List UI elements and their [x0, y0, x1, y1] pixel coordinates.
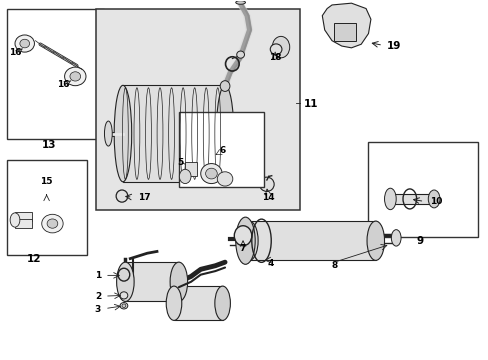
Ellipse shape [427, 190, 439, 208]
Text: 5: 5 [177, 158, 183, 167]
Text: 19: 19 [386, 41, 401, 51]
Bar [334, 23, 356, 41]
Bar [185, 162, 197, 176]
Text: 12: 12 [27, 254, 41, 264]
Bar [15, 219, 32, 228]
Text: 2: 2 [95, 292, 101, 301]
Ellipse shape [205, 168, 217, 179]
Ellipse shape [270, 44, 282, 55]
Ellipse shape [384, 188, 395, 210]
Ellipse shape [116, 190, 127, 202]
Bar [179, 112, 264, 187]
Text: 14: 14 [262, 193, 275, 202]
Bar [368, 143, 477, 237]
Ellipse shape [214, 286, 230, 320]
Text: 7: 7 [239, 244, 246, 253]
Ellipse shape [236, 51, 244, 58]
Text: 8: 8 [331, 261, 337, 270]
Ellipse shape [220, 81, 229, 91]
Ellipse shape [234, 226, 251, 246]
Ellipse shape [272, 36, 289, 58]
Ellipse shape [10, 213, 20, 227]
Ellipse shape [120, 302, 127, 309]
Ellipse shape [235, 217, 255, 264]
Polygon shape [322, 3, 370, 48]
Ellipse shape [390, 230, 400, 246]
Ellipse shape [216, 85, 233, 182]
Bar [15, 212, 32, 221]
Ellipse shape [116, 262, 134, 301]
Text: 6: 6 [219, 146, 225, 155]
Text: 1: 1 [95, 271, 101, 280]
Ellipse shape [170, 262, 187, 301]
Bar [125, 262, 179, 301]
Bar [122, 85, 224, 182]
Ellipse shape [20, 39, 30, 48]
Ellipse shape [104, 121, 112, 146]
Ellipse shape [41, 214, 63, 233]
Ellipse shape [217, 172, 232, 186]
Ellipse shape [47, 219, 58, 228]
Bar [7, 160, 87, 255]
Text: 17: 17 [138, 193, 151, 202]
Bar [389, 194, 433, 204]
Ellipse shape [201, 163, 222, 184]
Text: 16: 16 [57, 80, 70, 89]
Ellipse shape [114, 85, 131, 182]
Ellipse shape [122, 304, 125, 307]
Ellipse shape [235, 1, 245, 4]
Ellipse shape [15, 35, 34, 52]
Text: 13: 13 [41, 140, 56, 150]
Text: 15: 15 [41, 177, 53, 186]
Bar [7, 9, 104, 139]
Text: 9: 9 [416, 237, 423, 247]
Ellipse shape [259, 177, 274, 192]
Ellipse shape [64, 67, 86, 86]
Text: 11: 11 [303, 99, 318, 109]
Ellipse shape [240, 221, 258, 260]
Ellipse shape [120, 292, 127, 299]
Bar [96, 9, 300, 210]
Text: 16: 16 [9, 48, 21, 57]
Ellipse shape [70, 72, 81, 81]
Ellipse shape [179, 169, 191, 184]
Ellipse shape [166, 286, 182, 320]
Text: 10: 10 [429, 197, 442, 206]
Text: 4: 4 [266, 259, 273, 268]
Ellipse shape [366, 221, 384, 260]
Text: 3: 3 [95, 305, 101, 314]
Bar [249, 221, 375, 260]
Bar [174, 286, 222, 320]
Text: 18: 18 [268, 53, 281, 62]
